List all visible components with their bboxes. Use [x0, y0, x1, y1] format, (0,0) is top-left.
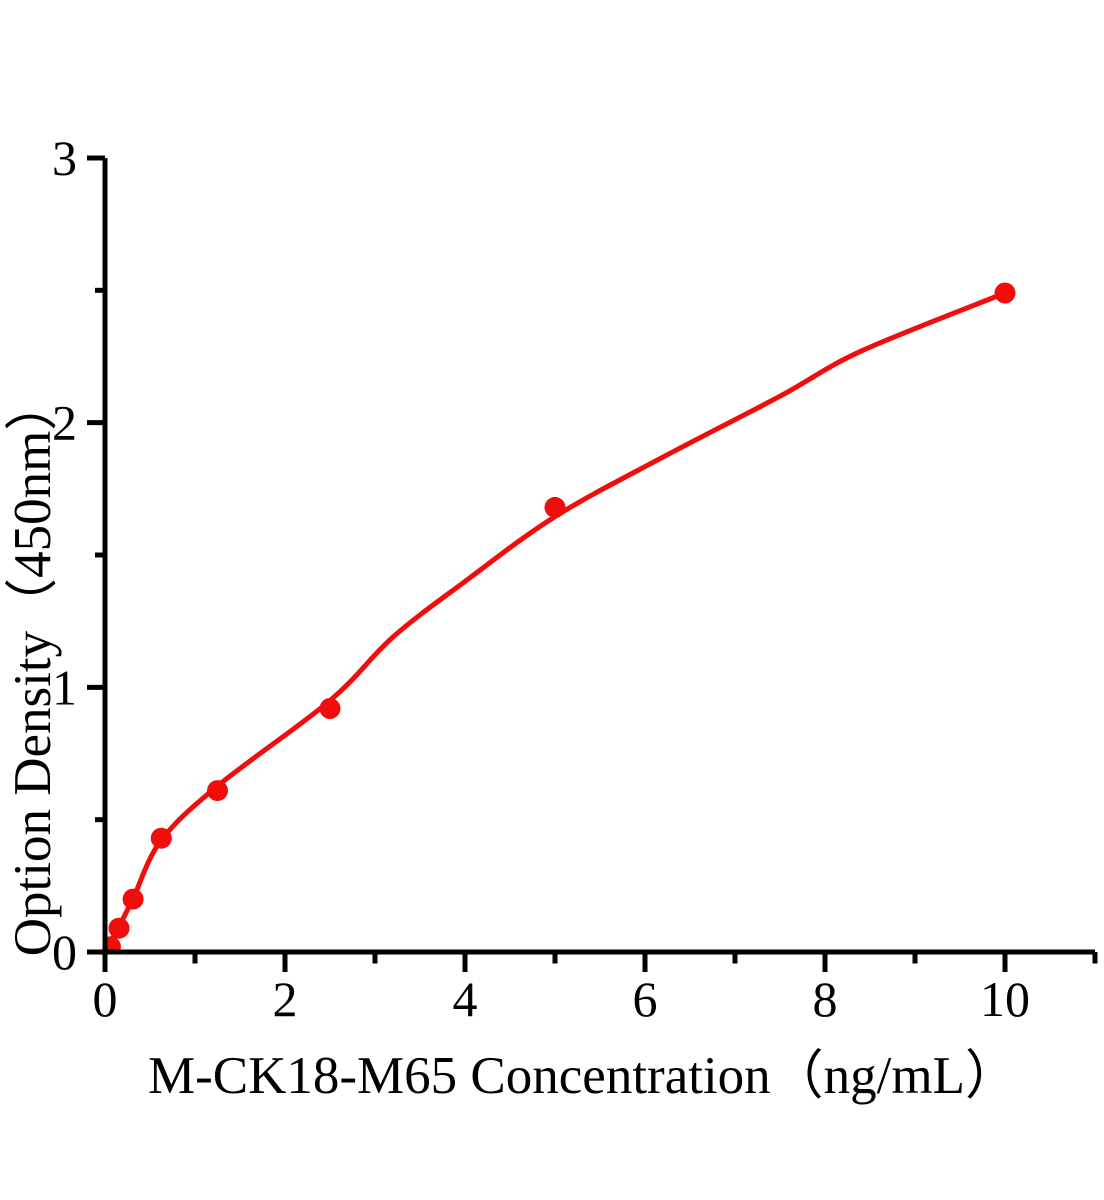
data-point	[122, 888, 144, 910]
x-tick-label: 6	[633, 971, 658, 1027]
data-point	[544, 496, 566, 518]
data-point	[150, 827, 172, 849]
x-tick-label: 10	[980, 971, 1030, 1027]
x-tick-label: 4	[453, 971, 478, 1027]
fit-curve	[105, 290, 1008, 952]
series-layer	[105, 282, 1016, 952]
data-point	[207, 780, 228, 802]
x-tick-label: 8	[813, 971, 838, 1027]
tick-labels-layer: 0 2 4 6 8 10 0 1 2 3	[52, 130, 1030, 1027]
data-point	[105, 936, 121, 952]
y-tick-label: 2	[52, 395, 77, 451]
data-point	[994, 282, 1016, 304]
x-tick-label: 2	[273, 971, 298, 1027]
axis-spine	[102, 157, 1095, 955]
x-tick-label: 0	[93, 971, 118, 1027]
y-tick-label: 0	[52, 924, 77, 980]
y-axis-title: Option Density（450nm）	[4, 378, 62, 957]
axes-layer	[87, 155, 1098, 972]
x-axis-title: M-CK18-M65 Concentration（ng/mL）	[148, 1047, 1018, 1105]
data-point	[108, 917, 130, 939]
y-tick-label: 3	[52, 130, 77, 186]
data-point	[319, 698, 341, 719]
y-tick-label: 1	[52, 659, 77, 715]
